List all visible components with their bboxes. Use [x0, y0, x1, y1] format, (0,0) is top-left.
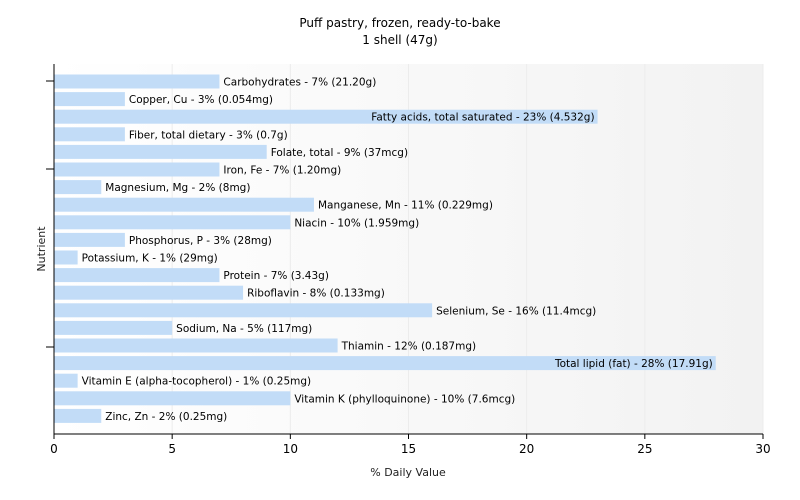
- bar-label: Magnesium, Mg - 2% (8mg): [105, 182, 250, 194]
- bar: [54, 180, 102, 195]
- bar-label: Zinc, Zn - 2% (0.25mg): [105, 411, 227, 423]
- x-tick-label: 0: [50, 442, 58, 456]
- bar-label: Sodium, Na - 5% (117mg): [176, 323, 312, 335]
- bar-label: Protein - 7% (3.43g): [223, 270, 329, 282]
- bar: [54, 338, 338, 353]
- bar: [54, 408, 102, 423]
- bar: [54, 268, 220, 283]
- bar: [54, 356, 716, 371]
- bar: [54, 109, 598, 124]
- x-axis-ticks: 0 5 10 15 20 25 30: [50, 434, 771, 456]
- x-tick-label: 5: [168, 442, 176, 456]
- bar-label: Iron, Fe - 7% (1.20mg): [223, 165, 341, 177]
- x-tick-label: 25: [637, 442, 652, 456]
- bar-label: Total lipid (fat) - 28% (17.91g): [554, 358, 713, 370]
- bar-label: Fiber, total dietary - 3% (0.7g): [129, 129, 288, 141]
- grid-lines: [171, 64, 764, 434]
- x-axis-label: % Daily Value: [370, 466, 446, 479]
- bar-label: Riboflavin - 8% (0.133mg): [247, 288, 385, 300]
- bar: [54, 250, 78, 265]
- bar: [54, 92, 125, 107]
- bar-labels: Carbohydrates - 7% (21.20g) Copper, Cu - …: [82, 77, 713, 423]
- bar: [54, 197, 314, 212]
- x-tick-label: 30: [755, 442, 770, 456]
- bar-label: Folate, total - 9% (37mcg): [271, 147, 408, 159]
- bar-label: Fatty acids, total saturated - 23% (4.53…: [371, 112, 594, 124]
- bar-label: Phosphorus, P - 3% (28mg): [129, 235, 272, 247]
- bar-label: Copper, Cu - 3% (0.054mg): [129, 94, 273, 106]
- bar: [54, 127, 125, 142]
- bar-label: Carbohydrates - 7% (21.20g): [223, 77, 376, 89]
- bar: [54, 303, 433, 318]
- bar-label: Potassium, K - 1% (29mg): [82, 253, 218, 265]
- chart-title: Puff pastry, frozen, ready-to-bake: [299, 16, 500, 30]
- chart-subtitle: 1 shell (47g): [362, 33, 437, 47]
- bar-label: Selenium, Se - 16% (11.4mcg): [436, 305, 596, 317]
- bar-label: Niacin - 10% (1.959mg): [294, 217, 419, 229]
- bar-label: Vitamin K (phylloquinone) - 10% (7.6mcg): [294, 393, 515, 405]
- y-axis-ticks: [46, 80, 54, 348]
- bar: [54, 162, 220, 177]
- bar: [54, 144, 267, 159]
- x-tick-label: 20: [519, 442, 534, 456]
- bar: [54, 391, 291, 406]
- x-tick-label: 15: [401, 442, 416, 456]
- bar-label: Vitamin E (alpha-tocopherol) - 1% (0.25m…: [82, 376, 312, 388]
- bar-label: Thiamin - 12% (0.187mg): [341, 341, 477, 353]
- bar-label: Manganese, Mn - 11% (0.229mg): [318, 200, 493, 212]
- bar: [54, 285, 244, 300]
- bars: [54, 74, 716, 423]
- bar: [54, 232, 125, 247]
- bar: [54, 215, 291, 230]
- y-axis-label: Nutrient: [35, 226, 48, 272]
- bar: [54, 74, 220, 89]
- x-tick-label: 10: [283, 442, 298, 456]
- bar: [54, 373, 78, 388]
- bar: [54, 320, 173, 335]
